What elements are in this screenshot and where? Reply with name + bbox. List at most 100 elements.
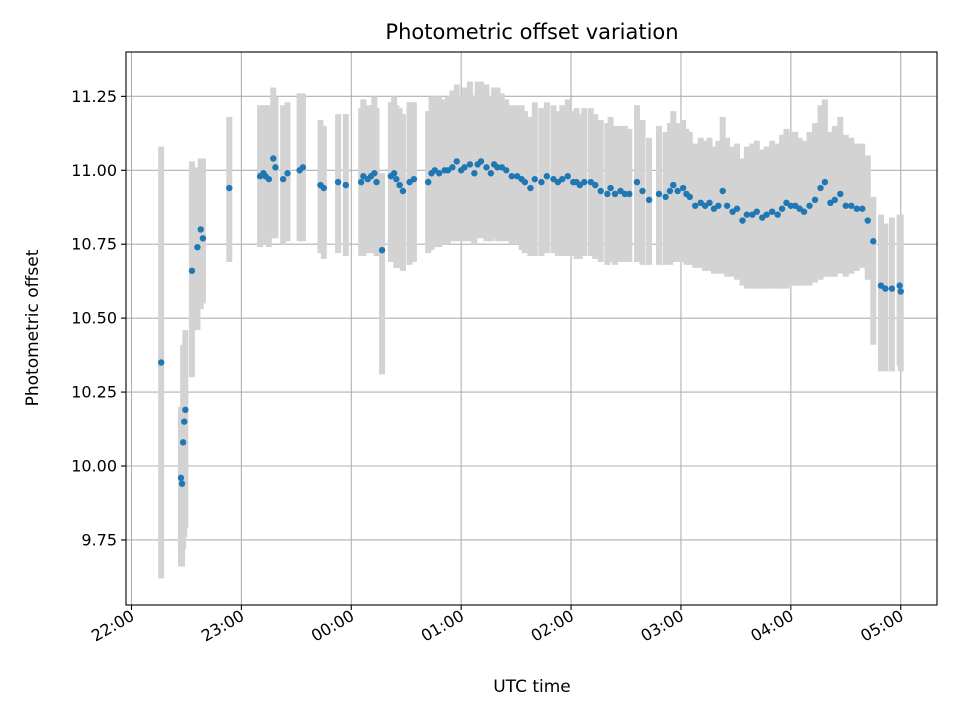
data-point: [538, 178, 545, 186]
x-axis-label: UTC time: [493, 677, 571, 697]
data-point: [778, 205, 786, 212]
plot-frame: [125, 51, 938, 606]
data-point: [787, 202, 795, 209]
y-axis-label: Photometric offset: [23, 249, 43, 406]
x-tick-label: 00:00: [308, 606, 357, 646]
data-point: [270, 155, 277, 162]
data-point: [508, 173, 515, 180]
data-point: [378, 246, 386, 254]
data-point: [357, 178, 365, 186]
data-point: [800, 208, 808, 215]
data-point: [157, 359, 165, 366]
data-point: [272, 164, 279, 171]
y-tick-label: 11.00: [71, 161, 117, 180]
data-point: [487, 170, 495, 177]
y-tick-label: 10.50: [71, 309, 117, 328]
data-point: [743, 211, 751, 218]
data-point: [692, 202, 699, 209]
data-point: [483, 164, 490, 171]
x-tick-label: 01:00: [418, 606, 467, 646]
data-point: [739, 217, 746, 224]
data-point: [753, 208, 760, 215]
data-point: [811, 196, 819, 204]
data-point: [503, 167, 510, 174]
data-point: [888, 285, 896, 292]
data-point: [817, 184, 824, 192]
data-point: [621, 190, 629, 198]
data-point: [831, 196, 839, 204]
data-point: [279, 175, 287, 183]
data-point: [521, 178, 529, 186]
data-point: [471, 170, 478, 177]
data-point: [639, 187, 646, 195]
data-point: [531, 175, 538, 183]
data-point: [706, 199, 713, 207]
data-point: [559, 175, 566, 183]
data-point: [597, 187, 604, 195]
y-tick-label: 11.25: [71, 87, 117, 106]
data-point: [719, 187, 726, 195]
data-point: [396, 181, 403, 189]
x-tick-label: 04:00: [747, 606, 796, 646]
data-point: [870, 238, 877, 245]
data-point: [194, 243, 201, 251]
data-point: [410, 175, 418, 183]
data-point: [188, 267, 196, 275]
data-point: [592, 181, 599, 189]
data-point: [494, 164, 501, 171]
data-point: [674, 187, 681, 195]
data-point: [466, 161, 474, 168]
data-point: [848, 202, 855, 209]
data-point: [723, 202, 731, 209]
data-point: [679, 184, 687, 192]
y-tick-label: 10.00: [71, 457, 117, 476]
data-point: [604, 190, 611, 198]
data-point: [763, 211, 770, 218]
data-point: [607, 184, 614, 192]
data-point: [178, 480, 186, 487]
x-tick-label: 02:00: [528, 606, 577, 646]
data-point: [655, 190, 663, 198]
data-point: [733, 205, 741, 212]
data-point: [177, 474, 185, 482]
data-point: [477, 158, 485, 165]
data-point: [645, 196, 653, 204]
data-point: [393, 175, 400, 183]
data-point: [425, 178, 432, 186]
data-point: [859, 205, 866, 212]
data-point: [265, 175, 273, 183]
data-point: [284, 170, 291, 177]
data-point: [320, 184, 328, 192]
data-point: [896, 282, 903, 289]
y-tick-label: 10.75: [71, 235, 117, 254]
data-point: [371, 170, 378, 177]
data-point: [453, 158, 460, 165]
data-point: [662, 193, 669, 201]
data-point: [774, 211, 781, 218]
data-point: [334, 178, 342, 186]
data-point: [197, 226, 204, 233]
data-point: [686, 193, 693, 201]
data-point: [399, 187, 407, 195]
data-point: [806, 202, 813, 209]
data-point: [842, 202, 849, 209]
data-point: [181, 418, 188, 425]
data-point: [199, 235, 207, 242]
point-layer: [157, 155, 904, 487]
data-point: [373, 178, 380, 186]
data-point: [670, 181, 677, 189]
data-point: [864, 217, 871, 224]
data-point: [837, 190, 844, 198]
data-point: [821, 178, 829, 186]
chart-title: Photometric offset variation: [385, 20, 678, 44]
data-point: [715, 202, 722, 209]
data-point: [633, 178, 641, 186]
data-point: [543, 173, 551, 180]
data-point: [449, 164, 456, 171]
data-point: [435, 170, 443, 177]
data-point: [611, 190, 619, 198]
data-point: [342, 181, 349, 189]
data-point: [527, 184, 534, 192]
